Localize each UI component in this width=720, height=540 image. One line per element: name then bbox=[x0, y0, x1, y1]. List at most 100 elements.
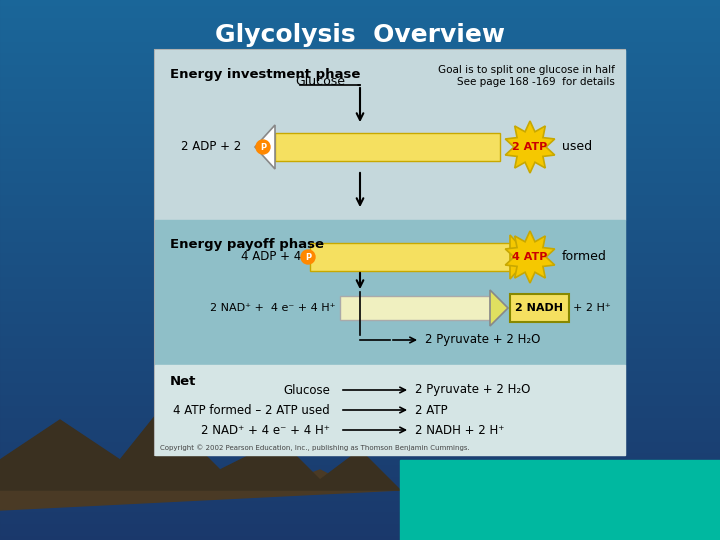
Bar bbox=[0, 530, 720, 531]
Bar bbox=[0, 533, 720, 534]
Bar bbox=[0, 170, 720, 171]
Text: Glucose: Glucose bbox=[283, 383, 330, 396]
Bar bbox=[0, 364, 720, 365]
Bar bbox=[0, 191, 720, 192]
Bar bbox=[0, 39, 720, 40]
Bar bbox=[0, 16, 720, 17]
Bar bbox=[0, 386, 720, 387]
Bar bbox=[0, 202, 720, 203]
Bar bbox=[0, 89, 720, 90]
Bar bbox=[0, 103, 720, 104]
Bar bbox=[0, 164, 720, 165]
Bar bbox=[0, 64, 720, 65]
Bar bbox=[0, 392, 720, 393]
Bar bbox=[0, 69, 720, 70]
Bar bbox=[0, 107, 720, 108]
Bar bbox=[0, 75, 720, 76]
Bar bbox=[0, 58, 720, 59]
Bar bbox=[0, 299, 720, 300]
Bar bbox=[0, 5, 720, 6]
Polygon shape bbox=[0, 410, 400, 490]
Bar bbox=[0, 525, 720, 526]
Bar bbox=[0, 445, 720, 446]
Bar bbox=[0, 248, 720, 249]
Bar bbox=[0, 311, 720, 312]
Bar bbox=[0, 536, 720, 537]
Bar bbox=[0, 279, 720, 280]
Bar bbox=[0, 150, 720, 151]
Bar bbox=[0, 3, 720, 4]
Bar bbox=[0, 274, 720, 275]
Bar bbox=[0, 221, 720, 222]
Bar bbox=[0, 497, 720, 498]
Bar bbox=[0, 223, 720, 224]
Bar bbox=[0, 153, 720, 154]
Bar bbox=[0, 316, 720, 317]
Bar bbox=[0, 208, 720, 209]
Bar bbox=[0, 369, 720, 370]
Text: 2 ATP: 2 ATP bbox=[513, 142, 548, 152]
Bar bbox=[0, 66, 720, 67]
Polygon shape bbox=[0, 450, 400, 510]
Bar bbox=[0, 491, 720, 492]
Bar bbox=[0, 418, 720, 419]
Bar bbox=[0, 146, 720, 147]
Bar bbox=[0, 108, 720, 109]
Bar bbox=[0, 272, 720, 273]
Bar bbox=[0, 154, 720, 155]
Bar bbox=[0, 65, 720, 66]
Bar bbox=[0, 402, 720, 403]
Bar bbox=[0, 287, 720, 288]
Bar bbox=[0, 51, 720, 52]
Bar bbox=[0, 184, 720, 185]
Bar bbox=[0, 34, 720, 35]
Bar bbox=[0, 106, 720, 107]
Bar bbox=[0, 363, 720, 364]
Bar bbox=[0, 477, 720, 478]
Bar bbox=[0, 242, 720, 243]
Bar bbox=[0, 72, 720, 73]
Text: 4 ATP formed – 2 ATP used: 4 ATP formed – 2 ATP used bbox=[174, 403, 330, 416]
Bar bbox=[0, 288, 720, 289]
Bar bbox=[0, 180, 720, 181]
Bar bbox=[0, 166, 720, 167]
Bar bbox=[0, 400, 720, 401]
Bar bbox=[0, 328, 720, 329]
Bar bbox=[0, 245, 720, 246]
Bar bbox=[0, 286, 720, 287]
Bar bbox=[0, 390, 720, 391]
Bar bbox=[0, 292, 720, 293]
Bar bbox=[0, 431, 720, 432]
Bar bbox=[0, 130, 720, 131]
Bar bbox=[0, 252, 720, 253]
Bar bbox=[0, 233, 720, 234]
Bar bbox=[0, 77, 720, 78]
Bar bbox=[0, 387, 720, 388]
FancyBboxPatch shape bbox=[310, 243, 510, 271]
Bar bbox=[0, 86, 720, 87]
Polygon shape bbox=[505, 121, 554, 173]
Bar bbox=[0, 494, 720, 495]
Bar bbox=[0, 67, 720, 68]
Bar bbox=[0, 489, 720, 490]
Bar bbox=[0, 79, 720, 80]
Bar bbox=[0, 268, 720, 269]
Bar bbox=[0, 532, 720, 533]
Bar bbox=[0, 174, 720, 175]
Bar bbox=[0, 509, 720, 510]
Bar bbox=[0, 9, 720, 10]
Bar bbox=[0, 355, 720, 356]
Bar bbox=[0, 335, 720, 336]
Bar bbox=[0, 478, 720, 479]
Bar bbox=[0, 490, 720, 491]
Bar bbox=[0, 281, 720, 282]
Bar bbox=[0, 323, 720, 324]
Bar bbox=[0, 109, 720, 110]
Bar bbox=[0, 448, 720, 449]
Text: Glucose: Glucose bbox=[295, 75, 345, 88]
Bar bbox=[0, 135, 720, 136]
Bar bbox=[0, 63, 720, 64]
Bar bbox=[0, 57, 720, 58]
Bar bbox=[0, 139, 720, 140]
Bar bbox=[0, 318, 720, 319]
